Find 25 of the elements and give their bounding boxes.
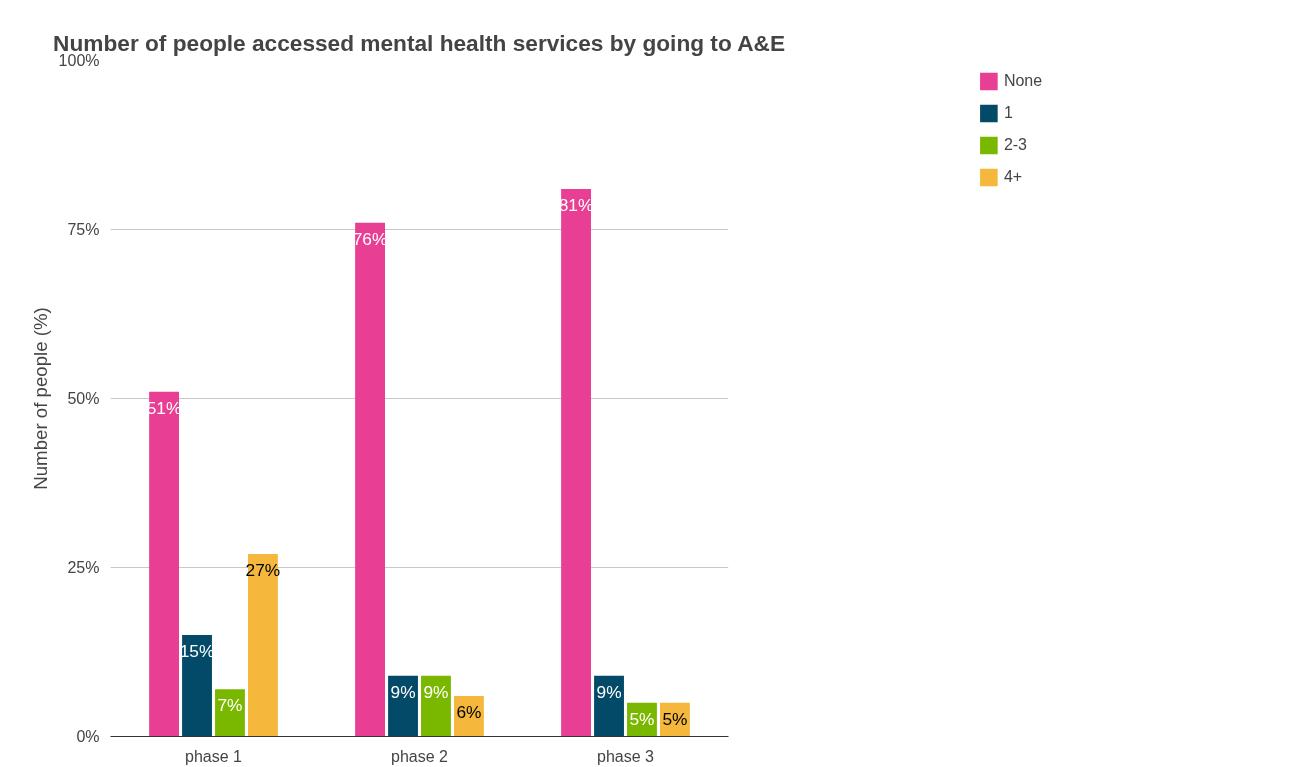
x-tick-label: phase 1: [185, 747, 243, 765]
data-label: 7%: [217, 695, 243, 716]
data-label: 5%: [629, 708, 655, 729]
data-label: 9%: [390, 681, 416, 702]
data-label: 9%: [423, 681, 449, 702]
legend-label: 2-3: [1003, 136, 1027, 154]
y-tick-label: 25%: [67, 559, 100, 576]
data-label: 6%: [456, 701, 482, 722]
legend-label: 4+: [1003, 168, 1024, 186]
bar: [149, 391, 179, 737]
y-tick-label: 100%: [58, 52, 100, 69]
bar: [561, 188, 591, 737]
legend-label: None: [1003, 72, 1043, 90]
y-axis-title: Number of people (%): [29, 307, 51, 490]
bar: [355, 222, 385, 737]
data-label: 5%: [662, 708, 688, 729]
x-tick-label: phase 2: [391, 747, 449, 765]
y-tick-label: 75%: [67, 221, 100, 238]
legend-label: 1: [1003, 104, 1014, 122]
y-tick-label: 50%: [67, 390, 100, 407]
data-label: 9%: [596, 681, 622, 702]
y-tick-label: 0%: [76, 728, 100, 745]
bar: [248, 553, 278, 737]
x-tick-label: phase 3: [597, 747, 655, 765]
bar: [182, 635, 212, 737]
